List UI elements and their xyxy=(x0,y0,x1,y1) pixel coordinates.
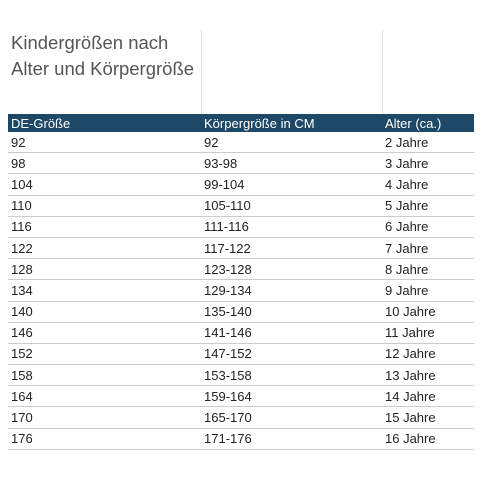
grid-line xyxy=(201,30,202,114)
cell-age: 12 Jahre xyxy=(382,343,474,366)
cell-age: 13 Jahre xyxy=(382,364,474,387)
table-body: 92 92 2 Jahre 98 93-98 3 Jahre 104 99-104 4 Jahr… xyxy=(8,132,474,450)
table-row: 122 117-122 7 Jahre xyxy=(8,237,474,260)
cell-body-height: 147-152 xyxy=(201,343,382,366)
cell-de-size: 152 xyxy=(8,343,201,366)
cell-de-size: 116 xyxy=(8,216,201,238)
header-row: DE-Größe Körpergröße in CM Alter (ca.) xyxy=(8,114,474,132)
table-row: 104 99-104 4 Jahre xyxy=(8,173,474,196)
cell-de-size: 158 xyxy=(8,364,201,387)
cell-body-height: 99-104 xyxy=(201,173,382,196)
table-row: 116 111-116 6 Jahre xyxy=(8,216,474,238)
cell-body-height: 153-158 xyxy=(201,364,382,387)
cell-de-size: 92 xyxy=(8,132,201,154)
title-row: Kindergrößen nach Alter und Körpergröße xyxy=(8,30,474,114)
table-row: 176 171-176 16 Jahre xyxy=(8,428,474,450)
header-body-height: Körpergröße in CM xyxy=(201,114,382,132)
cell-de-size: 110 xyxy=(8,195,201,217)
cell-body-height: 92 xyxy=(201,132,382,154)
sheet-title: Kindergrößen nach Alter und Körpergröße xyxy=(11,32,195,79)
header-de-size: DE-Größe xyxy=(8,114,201,132)
table-row: 140 135-140 10 Jahre xyxy=(8,301,474,323)
cell-de-size: 104 xyxy=(8,173,201,196)
cell-age: 3 Jahre xyxy=(382,152,474,175)
cell-body-height: 117-122 xyxy=(201,237,382,260)
cell-age: 8 Jahre xyxy=(382,258,474,281)
cell-de-size: 140 xyxy=(8,301,201,323)
cell-body-height: 93-98 xyxy=(201,152,382,175)
table-row: 134 129-134 9 Jahre xyxy=(8,279,474,302)
table-row: 164 159-164 14 Jahre xyxy=(8,385,474,408)
cell-de-size: 146 xyxy=(8,322,201,344)
table-row: 158 153-158 13 Jahre xyxy=(8,364,474,387)
grid-line xyxy=(382,30,383,114)
cell-de-size: 134 xyxy=(8,279,201,302)
table-row: 92 92 2 Jahre xyxy=(8,132,474,154)
cell-age: 7 Jahre xyxy=(382,237,474,260)
cell-body-height: 135-140 xyxy=(201,301,382,323)
cell-de-size: 98 xyxy=(8,152,201,175)
cell-age: 10 Jahre xyxy=(382,301,474,323)
table-row: 98 93-98 3 Jahre xyxy=(8,152,474,175)
cell-de-size: 176 xyxy=(8,428,201,450)
cell-body-height: 171-176 xyxy=(201,428,382,450)
cell-age: 6 Jahre xyxy=(382,216,474,238)
header-age: Alter (ca.) xyxy=(382,114,474,132)
cell-age: 4 Jahre xyxy=(382,173,474,196)
cell-body-height: 159-164 xyxy=(201,385,382,408)
cell-de-size: 128 xyxy=(8,258,201,281)
cell-body-height: 141-146 xyxy=(201,322,382,344)
table-row: 128 123-128 8 Jahre xyxy=(8,258,474,281)
table-row: 152 147-152 12 Jahre xyxy=(8,343,474,366)
size-chart-sheet: Kindergrößen nach Alter und Körpergröße … xyxy=(8,30,474,450)
cell-body-height: 165-170 xyxy=(201,406,382,429)
cell-body-height: 129-134 xyxy=(201,279,382,302)
cell-age: 5 Jahre xyxy=(382,195,474,217)
cell-de-size: 164 xyxy=(8,385,201,408)
table-row: 170 165-170 15 Jahre xyxy=(8,406,474,429)
cell-age: 11 Jahre xyxy=(382,322,474,344)
cell-age: 15 Jahre xyxy=(382,406,474,429)
cell-age: 16 Jahre xyxy=(382,428,474,450)
cell-age: 14 Jahre xyxy=(382,385,474,408)
table-row: 110 105-110 5 Jahre xyxy=(8,195,474,217)
cell-body-height: 111-116 xyxy=(201,216,382,238)
table-row: 146 141-146 11 Jahre xyxy=(8,322,474,344)
cell-body-height: 123-128 xyxy=(201,258,382,281)
cell-age: 9 Jahre xyxy=(382,279,474,302)
cell-de-size: 170 xyxy=(8,406,201,429)
cell-age: 2 Jahre xyxy=(382,132,474,154)
cell-de-size: 122 xyxy=(8,237,201,260)
size-table: DE-Größe Körpergröße in CM Alter (ca.) 9… xyxy=(8,114,474,450)
cell-body-height: 105-110 xyxy=(201,195,382,217)
